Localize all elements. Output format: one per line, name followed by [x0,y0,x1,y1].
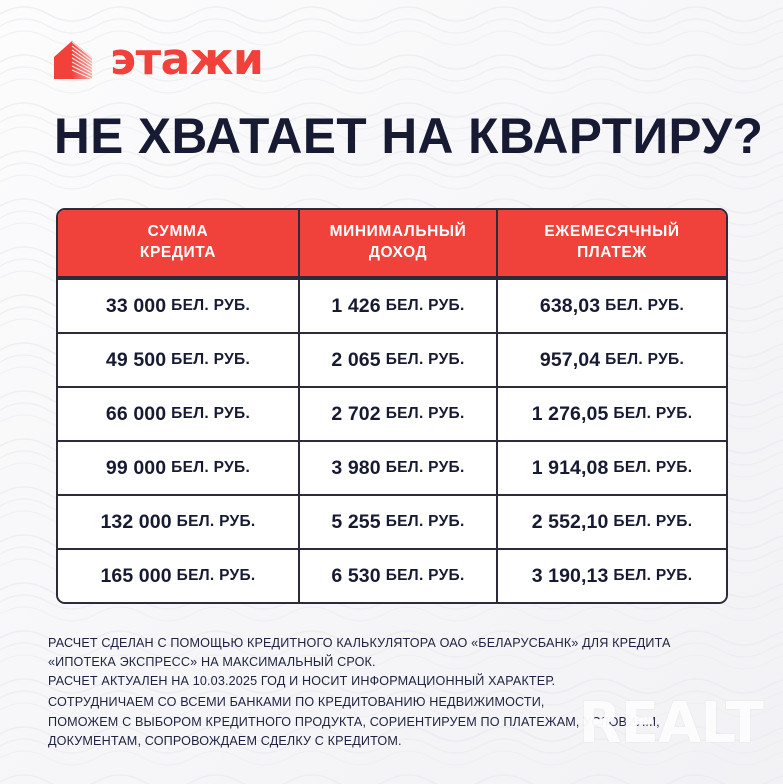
currency-unit: БЕЛ. РУБ. [613,459,693,476]
currency-unit: БЕЛ. РУБ. [613,513,693,530]
credit-amount-value: 49 500 [105,348,167,371]
currency-unit: БЕЛ. РУБ. [171,351,251,368]
cell-credit-amount: 49 500 БЕЛ. РУБ. [58,334,298,386]
currency-unit: БЕЛ. РУБ. [613,405,693,422]
cell-credit-amount: 165 000 БЕЛ. РУБ. [58,550,298,602]
minimum-income-value: 3 980 [331,456,381,479]
currency-unit: БЕЛ. РУБ. [171,297,251,314]
credit-amount-value: 66 000 [105,402,167,425]
cell-credit-amount: 99 000 БЕЛ. РУБ. [58,442,298,494]
cell-monthly-payment: 2 552,10 БЕЛ. РУБ. [496,496,726,548]
table-row: 132 000 БЕЛ. РУБ. 5 255 БЕЛ. РУБ. 2 552,… [58,494,726,548]
cell-monthly-payment: 957,04 БЕЛ. РУБ. [496,334,726,386]
disclaimer-line: РАСЧЕТ СДЕЛАН С ПОМОЩЬЮ КРЕДИТНОГО КАЛЬК… [48,636,671,650]
column-header-minimum-income-line2: ДОХОД [368,244,428,261]
currency-unit: БЕЛ. РУБ. [385,405,465,422]
cell-minimum-income: 3 980 БЕЛ. РУБ. [298,442,496,494]
house-building-icon [54,41,93,80]
monthly-payment-value: 1 276,05 [531,402,609,425]
disclaimer-block-services: СОТРУДНИЧАЕМ СО ВСЕМИ БАНКАМИ ПО КРЕДИТО… [48,693,748,750]
minimum-income-value: 6 530 [331,564,381,587]
column-header-monthly-payment: ЕЖЕМЕСЯЧНЫЙ ПЛАТЕЖ [496,210,726,276]
cell-credit-amount: 33 000 БЕЛ. РУБ. [58,280,298,332]
cell-monthly-payment: 638,03 БЕЛ. РУБ. [496,280,726,332]
column-header-minimum-income: МИНИМАЛЬНЫЙ ДОХОД [298,210,496,276]
currency-unit: БЕЛ. РУБ. [176,513,256,530]
cell-monthly-payment: 1 914,08 БЕЛ. РУБ. [496,442,726,494]
disclaimer-line: РАСЧЕТ АКТУАЛЕН НА 10.03.2025 ГОД И НОСИ… [48,674,556,689]
disclaimer-line: СОТРУДНИЧАЕМ СО ВСЕМИ БАНКАМИ ПО КРЕДИТО… [48,695,545,710]
credit-amount-value: 165 000 [100,564,172,587]
disclaimer-footer: РАСЧЕТ СДЕЛАН С ПОМОЩЬЮ КРЕДИТНОГО КАЛЬК… [48,634,748,751]
table-row: 49 500 БЕЛ. РУБ. 2 065 БЕЛ. РУБ. 957,04 … [58,332,726,386]
credit-rate-table: СУММА КРЕДИТА МИНИМАЛЬНЫЙ ДОХОД ЕЖЕМЕСЯЧ… [56,208,728,604]
currency-unit: БЕЛ. РУБ. [171,405,251,422]
cell-credit-amount: 66 000 БЕЛ. РУБ. [58,388,298,440]
brand-logo[interactable]: этажи [52,30,264,90]
currency-unit: БЕЛ. РУБ. [176,567,256,584]
column-header-monthly-payment-line1: ЕЖЕМЕСЯЧНЫЙ [544,223,680,241]
table-header-row: СУММА КРЕДИТА МИНИМАЛЬНЫЙ ДОХОД ЕЖЕМЕСЯЧ… [58,210,726,278]
disclaimer-line: ДОКУМЕНТАМ, СОПРОВОЖДАЕМ СДЕЛКУ С КРЕДИТ… [48,733,402,748]
column-header-monthly-payment-line2: ПЛАТЕЖ [577,244,647,261]
currency-unit: БЕЛ. РУБ. [385,297,465,314]
brand-name: этажи [110,34,264,85]
table-row: 165 000 БЕЛ. РУБ. 6 530 БЕЛ. РУБ. 3 190,… [58,548,726,602]
column-header-credit-amount-line2: КРЕДИТА [139,244,217,261]
cell-minimum-income: 6 530 БЕЛ. РУБ. [298,550,496,602]
minimum-income-value: 2 702 [331,402,381,425]
column-header-minimum-income-line1: МИНИМАЛЬНЫЙ [329,223,467,241]
cell-minimum-income: 2 702 БЕЛ. РУБ. [298,388,496,440]
disclaimer-block-calculation: РАСЧЕТ СДЕЛАН С ПОМОЩЬЮ КРЕДИТНОГО КАЛЬК… [48,634,748,691]
monthly-payment-value: 3 190,13 [531,564,609,587]
cell-minimum-income: 5 255 БЕЛ. РУБ. [298,496,496,548]
minimum-income-value: 1 426 [331,294,381,317]
page-title: НЕ ХВАТАЕТ НА КВАРТИРУ? [54,108,764,164]
monthly-payment-value: 2 552,10 [531,510,609,533]
currency-unit: БЕЛ. РУБ. [385,567,465,584]
cell-minimum-income: 1 426 БЕЛ. РУБ. [298,280,496,332]
minimum-income-value: 5 255 [331,510,381,533]
currency-unit: БЕЛ. РУБ. [613,567,693,584]
monthly-payment-value: 1 914,08 [531,456,609,479]
cell-monthly-payment: 3 190,13 БЕЛ. РУБ. [496,550,726,602]
credit-amount-value: 99 000 [105,456,167,479]
credit-amount-value: 33 000 [105,294,167,317]
monthly-payment-value: 638,03 [539,294,601,317]
currency-unit: БЕЛ. РУБ. [385,351,465,368]
minimum-income-value: 2 065 [331,348,381,371]
table-row: 99 000 БЕЛ. РУБ. 3 980 БЕЛ. РУБ. 1 914,0… [58,440,726,494]
currency-unit: БЕЛ. РУБ. [385,513,465,530]
cell-minimum-income: 2 065 БЕЛ. РУБ. [298,334,496,386]
credit-amount-value: 132 000 [100,510,172,533]
cell-monthly-payment: 1 276,05 БЕЛ. РУБ. [496,388,726,440]
disclaimer-line: ПОМОЖЕМ С ВЫБОРОМ КРЕДИТНОГО ПРОДУКТА, С… [48,714,660,729]
currency-unit: БЕЛ. РУБ. [385,459,465,476]
currency-unit: БЕЛ. РУБ. [605,297,685,314]
column-header-credit-amount-line1: СУММА [147,223,209,241]
monthly-payment-value: 957,04 [539,348,601,371]
column-header-credit-amount: СУММА КРЕДИТА [58,210,298,276]
currency-unit: БЕЛ. РУБ. [171,459,251,476]
currency-unit: БЕЛ. РУБ. [605,351,685,368]
disclaimer-line: «ИПОТЕКА ЭКСПРЕСС» НА МАКСИМАЛЬНЫЙ СРОК. [48,655,376,670]
table-row: 33 000 БЕЛ. РУБ. 1 426 БЕЛ. РУБ. 638,03 … [58,278,726,332]
cell-credit-amount: 132 000 БЕЛ. РУБ. [58,496,298,548]
table-row: 66 000 БЕЛ. РУБ. 2 702 БЕЛ. РУБ. 1 276,0… [58,386,726,440]
